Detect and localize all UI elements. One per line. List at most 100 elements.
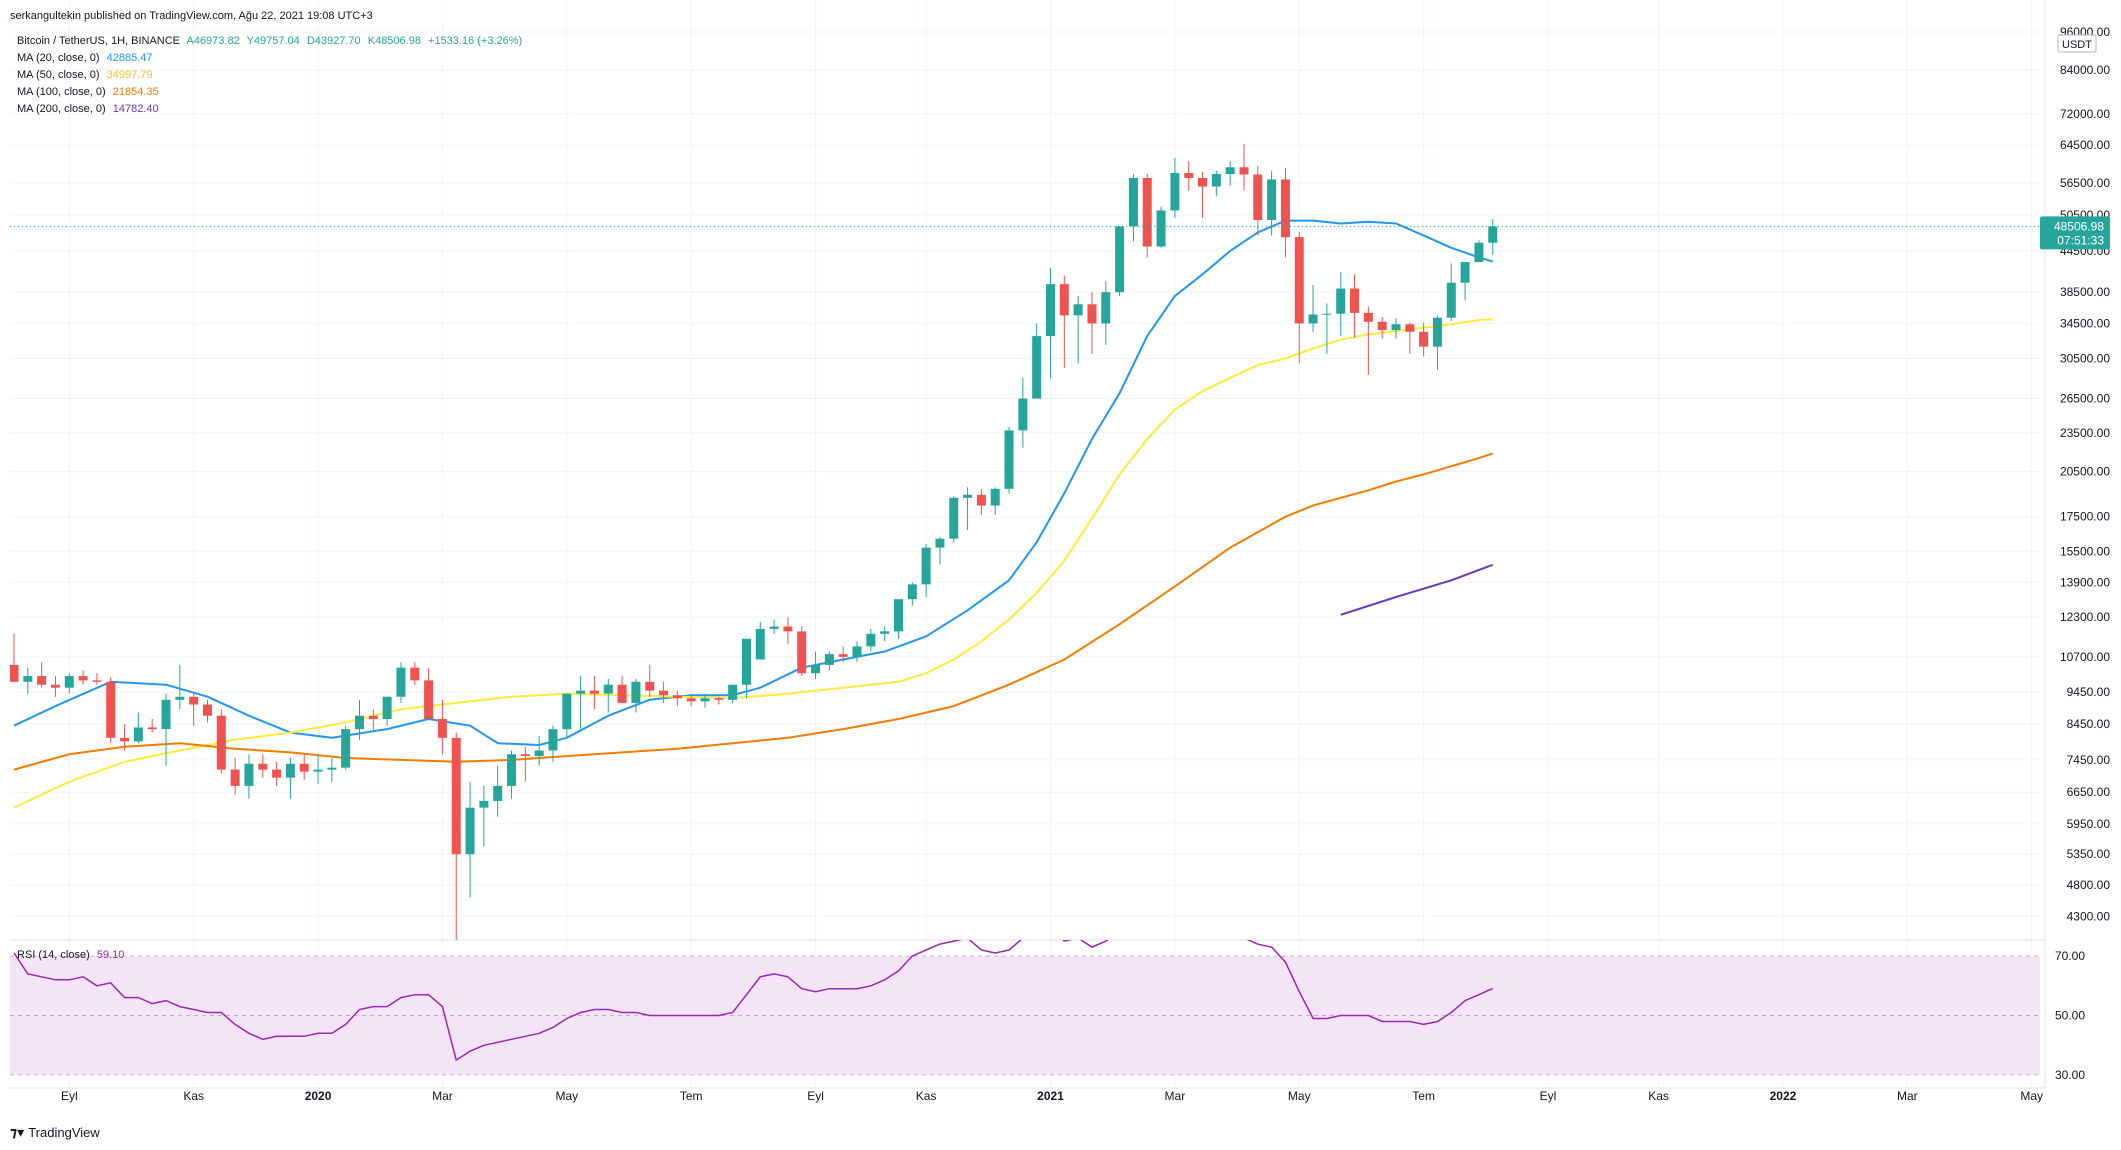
rsi-axis[interactable]: 30.00 50.00 70.00 <box>2055 949 2085 1082</box>
tradingview-brand[interactable]: ⁊▾ TradingView <box>10 1124 100 1141</box>
price-tick-label: 10700.00 <box>2060 650 2110 664</box>
ma50-label: MA (50, close, 0) <box>17 69 100 81</box>
candle-body <box>313 769 323 772</box>
candle-body <box>465 807 475 855</box>
ma50-legend[interactable]: MA (50, close, 0) 34997.79 <box>17 69 157 81</box>
candle-body <box>37 676 47 685</box>
candle-body <box>1474 242 1484 263</box>
candlesticks[interactable] <box>10 143 1498 944</box>
brand-name: TradingView <box>28 1125 100 1140</box>
candle-body <box>824 654 834 665</box>
candle-body <box>1101 292 1111 324</box>
candle-body <box>672 695 682 699</box>
price-tick-label: 20500.00 <box>2060 465 2110 479</box>
candle-body <box>120 737 130 742</box>
candle-body <box>23 676 33 682</box>
ma100-legend[interactable]: MA (100, close, 0) 21854.35 <box>17 86 163 98</box>
price-tick-label: 26500.00 <box>2060 392 2110 406</box>
candle-body <box>603 684 613 694</box>
candle-body <box>700 698 710 702</box>
ma50-line <box>13 318 1493 809</box>
time-tick-label: Kas <box>916 1089 937 1103</box>
candle-body <box>893 599 903 632</box>
candle-body <box>396 667 406 697</box>
time-tick-label: Eyl <box>807 1089 824 1103</box>
time-axis[interactable]: Eyl Kas 2020 Mar May Tem Eyl Kas 2021 Mar May Tem Ey… <box>61 1089 2043 1103</box>
candle-body <box>811 664 821 674</box>
currency-label: USDT <box>2062 39 2092 51</box>
candle-body <box>1225 167 1235 175</box>
candle-body <box>479 800 489 808</box>
candle-body <box>1184 173 1194 178</box>
candle-body <box>341 729 351 768</box>
ma20-legend[interactable]: MA (20, close, 0) 42885.47 <box>17 52 157 64</box>
time-tick-label: Tem <box>1412 1089 1435 1103</box>
ma20-line <box>13 219 1493 746</box>
candle-body <box>852 646 862 657</box>
symbol-legend[interactable]: Bitcoin / TetherUS, 1H, BINANCE A46973.8… <box>17 35 526 47</box>
candle-body <box>189 696 199 705</box>
time-tick-label: Eyl <box>61 1089 78 1103</box>
price-tick-label: 12300.00 <box>2060 610 2110 624</box>
candle-body <box>728 684 738 700</box>
candle-body <box>1405 324 1415 332</box>
candle-body <box>64 676 74 688</box>
candle-body <box>1377 321 1387 331</box>
rsi-pane[interactable] <box>10 920 2040 1076</box>
candle-body <box>1087 304 1097 324</box>
tradingview-logo-icon: ⁊▾ <box>10 1124 25 1140</box>
candle-body <box>507 754 517 786</box>
candle-body <box>1446 282 1456 318</box>
candle-body <box>783 626 793 632</box>
price-tick-label: 34500.00 <box>2060 316 2110 330</box>
rsi-legend[interactable]: RSI (14, close) 59.10 <box>17 949 128 961</box>
candle-body <box>1115 226 1125 293</box>
candle-body <box>299 763 309 772</box>
price-tick-label: 4300.00 <box>2067 909 2111 923</box>
price-tick-label: 9450.00 <box>2067 685 2111 699</box>
candle-body <box>645 681 655 691</box>
candle-body <box>976 494 986 506</box>
candle-body <box>147 727 157 730</box>
candle-body <box>216 715 226 770</box>
candle-body <box>1004 430 1014 489</box>
ma200-label: MA (200, close, 0) <box>17 103 106 115</box>
time-tick-label: Eyl <box>1540 1089 1557 1103</box>
candle-body <box>1198 177 1208 187</box>
time-tick-label: Tem <box>680 1089 703 1103</box>
time-tick-label: Kas <box>1648 1089 1669 1103</box>
candle-body <box>244 763 254 786</box>
candle-body <box>78 676 88 681</box>
symbol-title: Bitcoin / TetherUS, 1H, BINANCE <box>17 35 181 47</box>
candle-body <box>659 690 669 696</box>
candle-body <box>1267 179 1277 221</box>
candle-body <box>50 684 60 688</box>
candle-body <box>866 633 876 647</box>
candle-body <box>1350 288 1360 313</box>
candle-body <box>106 681 116 738</box>
ma100-line <box>13 452 1494 771</box>
ma200-value: 14782.40 <box>112 103 159 115</box>
price-axis[interactable]: 4300.00 4800.00 5350.00 5950.00 6650.00 7450.… <box>2057 25 2111 923</box>
candle-body <box>1018 398 1028 431</box>
candle-body <box>1280 179 1290 238</box>
ma200-legend[interactable]: MA (200, close, 0) 14782.40 <box>17 103 163 115</box>
candle-body <box>534 750 544 757</box>
candle-body <box>1432 317 1442 347</box>
candle-body <box>838 654 848 657</box>
candle-body <box>133 727 143 742</box>
time-tick-label: Mar <box>432 1089 453 1103</box>
candle-body <box>1142 177 1152 247</box>
ma20-label: MA (20, close, 0) <box>17 52 100 64</box>
candle-body <box>797 631 807 674</box>
candle-body <box>424 680 434 720</box>
price-tick-label: 5950.00 <box>2067 817 2111 831</box>
time-tick-label: May <box>1288 1089 1311 1103</box>
candle-body <box>589 690 599 694</box>
time-tick-label: 2022 <box>1770 1089 1797 1103</box>
candle-body <box>410 667 420 681</box>
price-tick-label: 56500.00 <box>2060 176 2110 190</box>
price-tick-label: 64500.00 <box>2060 138 2110 152</box>
candle-body <box>161 699 171 730</box>
